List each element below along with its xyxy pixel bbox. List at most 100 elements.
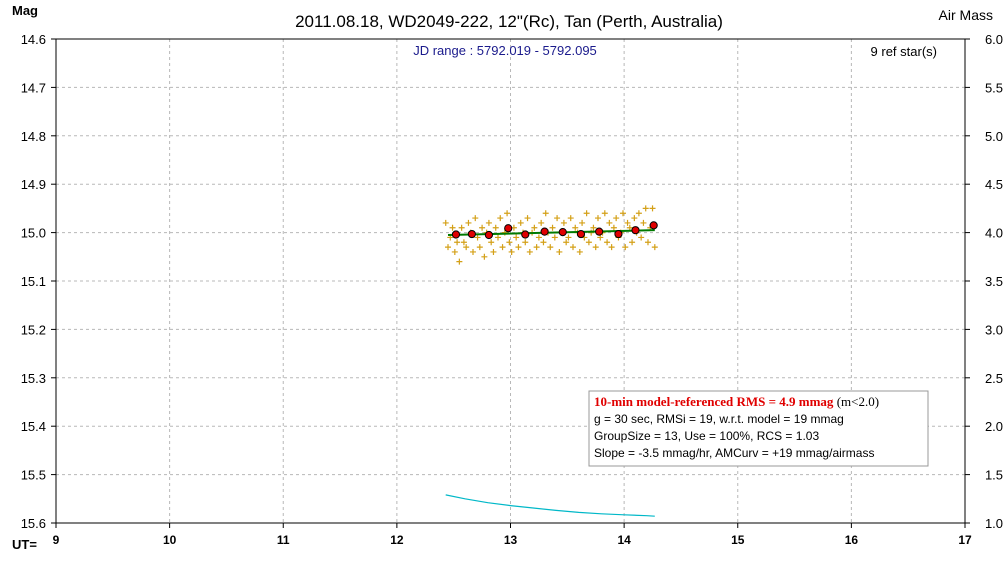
raw-data-point bbox=[585, 239, 592, 246]
raw-data-point bbox=[508, 248, 515, 255]
x-tick-label: 16 bbox=[845, 533, 859, 547]
grouped-data-point bbox=[467, 229, 476, 239]
x-tick-label: 11 bbox=[277, 533, 290, 547]
raw-data-point bbox=[549, 224, 556, 231]
grouped-data-point bbox=[649, 221, 658, 230]
raw-data-point bbox=[474, 234, 481, 241]
raw-data-point bbox=[631, 215, 638, 222]
x-tick-label: 9 bbox=[53, 533, 60, 547]
y2-tick-label: 1.0 bbox=[985, 516, 1003, 531]
raw-data-point bbox=[526, 248, 533, 255]
stats-rms-text: 10-min model-referenced RMS = 4.9 mmag bbox=[594, 394, 834, 409]
raw-data-point bbox=[517, 219, 524, 226]
raw-data-point bbox=[504, 210, 511, 217]
raw-data-point bbox=[458, 224, 465, 231]
y2-tick-label: 2.0 bbox=[985, 419, 1003, 434]
left-axis-title: Mag bbox=[12, 3, 38, 18]
raw-data-point bbox=[531, 224, 538, 231]
stats-line-1: 10-min model-referenced RMS = 4.9 mmag (… bbox=[594, 394, 879, 409]
raw-data-point bbox=[606, 219, 613, 226]
raw-data-point bbox=[492, 224, 499, 231]
raw-data-point bbox=[624, 219, 631, 226]
grouped-data-point bbox=[504, 224, 513, 233]
raw-data-point bbox=[456, 258, 463, 265]
raw-data-point bbox=[533, 244, 540, 251]
raw-data-point bbox=[479, 224, 486, 231]
y2-tick-label: 5.0 bbox=[985, 129, 1003, 144]
raw-data-point bbox=[642, 205, 649, 212]
raw-data-point bbox=[476, 244, 483, 251]
raw-data-point bbox=[579, 219, 586, 226]
x-tick-label: 12 bbox=[390, 533, 404, 547]
y-tick-label: 15.5 bbox=[21, 468, 46, 483]
ref-stars-label: 9 ref star(s) bbox=[871, 44, 937, 59]
raw-data-point bbox=[522, 239, 529, 246]
raw-data-point bbox=[495, 234, 502, 241]
raw-data-point bbox=[626, 224, 633, 231]
x-tick-label: 13 bbox=[504, 533, 518, 547]
grouped-data-point bbox=[614, 229, 623, 239]
y2-tick-label: 4.5 bbox=[985, 177, 1003, 192]
raw-data-point bbox=[601, 210, 608, 217]
grouped-data-point bbox=[576, 229, 586, 239]
y-tick-label: 14.9 bbox=[21, 177, 46, 192]
raw-data-point bbox=[594, 215, 601, 222]
stats-box-border bbox=[588, 390, 929, 467]
raw-data-point bbox=[622, 244, 629, 251]
raw-data-point bbox=[565, 234, 572, 241]
raw-data-point bbox=[488, 239, 495, 246]
y-tick-label: 15.2 bbox=[21, 322, 46, 337]
right-axis-title: Air Mass bbox=[939, 7, 993, 23]
raw-data-point bbox=[635, 210, 642, 217]
raw-data-point bbox=[629, 239, 636, 246]
raw-data-point bbox=[560, 219, 567, 226]
raw-data-point bbox=[497, 215, 504, 222]
raw-data-point bbox=[649, 205, 656, 212]
y-tick-label: 14.8 bbox=[21, 129, 46, 144]
y2-tick-label: 3.0 bbox=[985, 322, 1003, 337]
data-series bbox=[442, 205, 658, 517]
raw-data-point bbox=[563, 239, 570, 246]
raw-data-point bbox=[604, 239, 611, 246]
raw-data-point bbox=[619, 210, 626, 217]
raw-data-point bbox=[613, 215, 620, 222]
raw-data-point bbox=[576, 248, 583, 255]
x-tick-label: 15 bbox=[731, 533, 745, 547]
raw-data-point bbox=[640, 219, 647, 226]
y-tick-label: 14.7 bbox=[21, 80, 46, 95]
y2-tick-label: 2.5 bbox=[985, 371, 1003, 386]
y-tick-label: 15.1 bbox=[21, 274, 46, 289]
raw-data-point bbox=[445, 244, 452, 251]
raw-data-point bbox=[481, 253, 488, 260]
raw-data-point bbox=[556, 248, 563, 255]
raw-data-point bbox=[449, 224, 456, 231]
chart-title: 2011.08.18, WD2049-222, 12"(Rc), Tan (Pe… bbox=[295, 12, 723, 31]
raw-data-point bbox=[569, 244, 576, 251]
raw-data-point bbox=[454, 239, 461, 246]
stats-rms-suffix: (m<2.0) bbox=[833, 394, 879, 409]
stats-box: 10-min model-referenced RMS = 4.9 mmag (… bbox=[588, 390, 929, 467]
raw-data-point bbox=[465, 219, 472, 226]
raw-data-point bbox=[485, 219, 492, 226]
y-tick-label: 15.3 bbox=[21, 371, 46, 386]
y-tick-label: 15.6 bbox=[21, 516, 46, 531]
raw-data-point bbox=[499, 244, 506, 251]
y2-tick-label: 6.0 bbox=[985, 32, 1003, 47]
grouped-data-point bbox=[558, 228, 567, 237]
raw-data-point bbox=[460, 239, 467, 246]
x-axis-title: UT= bbox=[12, 537, 37, 552]
axis-ticks: 9 10 11 12 13 14 15 16 17 14.6 14.7 14.8 14.9 15.0 15.… bbox=[21, 32, 1003, 547]
y2-tick-label: 3.5 bbox=[985, 274, 1003, 289]
raw-data-point bbox=[651, 244, 658, 251]
raw-data-point bbox=[542, 210, 549, 217]
stats-line-2: g = 30 sec, RMSi = 19, w.r.t. model = 19… bbox=[594, 412, 844, 426]
raw-data-point bbox=[472, 215, 479, 222]
grouped-data-point bbox=[631, 226, 640, 235]
x-tick-label: 14 bbox=[617, 533, 631, 547]
raw-data-point bbox=[551, 234, 558, 241]
raw-data-point bbox=[583, 210, 590, 217]
y2-tick-label: 4.0 bbox=[985, 226, 1003, 241]
raw-data-point bbox=[590, 224, 597, 231]
y-tick-label: 14.6 bbox=[21, 32, 46, 47]
